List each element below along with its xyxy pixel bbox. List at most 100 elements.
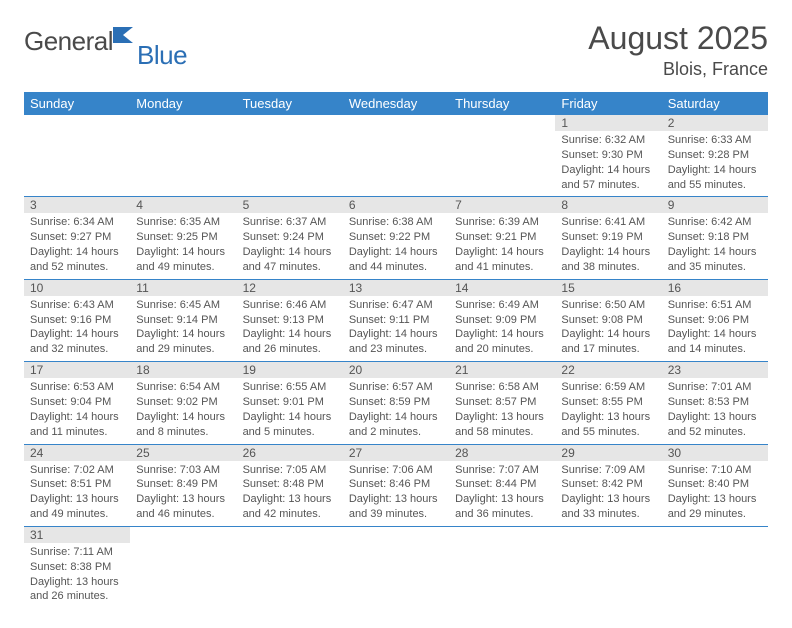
day-number: 25 [130, 445, 236, 461]
sunrise-text: Sunrise: 6:35 AM [136, 215, 230, 230]
sunrise-text: Sunrise: 6:42 AM [668, 215, 762, 230]
calendar-cell: 1 Sunrise: 6:32 AMSunset: 9:30 PMDaylight… [555, 115, 661, 197]
daylight-text: Daylight: 13 hours and 33 minutes. [561, 492, 655, 522]
day-number: 6 [343, 197, 449, 213]
calendar-row: 10Sunrise: 6:43 AMSunset: 9:16 PMDayligh… [24, 279, 768, 361]
sunset-text: Sunset: 8:44 PM [455, 477, 549, 492]
sunset-text: Sunset: 8:40 PM [668, 477, 762, 492]
day-number: 3 [24, 197, 130, 213]
day-content: Sunrise: 6:54 AMSunset: 9:02 PMDaylight:… [130, 378, 236, 443]
sunrise-text: Sunrise: 6:45 AM [136, 298, 230, 313]
calendar-cell: 25Sunrise: 7:03 AMSunset: 8:49 PMDayligh… [130, 444, 236, 526]
day-number: 31 [24, 527, 130, 543]
calendar-cell: 23Sunrise: 7:01 AMSunset: 8:53 PMDayligh… [662, 362, 768, 444]
day-number: 13 [343, 280, 449, 296]
sunrise-text: Sunrise: 6:38 AM [349, 215, 443, 230]
daylight-text: Daylight: 14 hours and 2 minutes. [349, 410, 443, 440]
day-content: Sunrise: 7:07 AMSunset: 8:44 PMDaylight:… [449, 461, 555, 526]
sunrise-text: Sunrise: 7:07 AM [455, 463, 549, 478]
daylight-text: Daylight: 14 hours and 14 minutes. [668, 327, 762, 357]
calendar-row: 1Sunrise: 6:32 AMSunset: 9:30 PMDaylight… [24, 115, 768, 197]
day-number: 5 [237, 197, 343, 213]
day-number: 14 [449, 280, 555, 296]
day-number: 10 [24, 280, 130, 296]
page: General Blue August 2025 Blois, France S… [0, 0, 792, 628]
calendar-cell: 19Sunrise: 6:55 AMSunset: 9:01 PMDayligh… [237, 362, 343, 444]
day-number: 4 [130, 197, 236, 213]
sunrise-text: Sunrise: 6:32 AM [561, 133, 655, 148]
calendar-cell: 20Sunrise: 6:57 AMSunset: 8:59 PMDayligh… [343, 362, 449, 444]
calendar-row: 17Sunrise: 6:53 AMSunset: 9:04 PMDayligh… [24, 362, 768, 444]
calendar-cell: 14Sunrise: 6:49 AMSunset: 9:09 PMDayligh… [449, 279, 555, 361]
calendar-cell: 2Sunrise: 6:33 AMSunset: 9:28 PMDaylight… [662, 115, 768, 197]
calendar-cell: 31 Sunrise: 7:11 AMSunset: 8:38 PMDayligh… [24, 526, 130, 608]
logo-text-blue: Blue [137, 40, 187, 71]
day-content: Sunrise: 6:46 AMSunset: 9:13 PMDaylight:… [237, 296, 343, 361]
sunset-text: Sunset: 9:27 PM [30, 230, 124, 245]
sunrise-text: Sunrise: 6:37 AM [243, 215, 337, 230]
sunrise-text: Sunrise: 6:49 AM [455, 298, 549, 313]
day-number: 1 [555, 115, 661, 131]
day-number: 15 [555, 280, 661, 296]
daylight-text: Daylight: 14 hours and 8 minutes. [136, 410, 230, 440]
sunrise-text: Sunrise: 6:57 AM [349, 380, 443, 395]
sunset-text: Sunset: 8:38 PM [30, 560, 124, 575]
day-content: Sunrise: 7:06 AMSunset: 8:46 PMDaylight:… [343, 461, 449, 526]
day-content: Sunrise: 6:58 AMSunset: 8:57 PMDaylight:… [449, 378, 555, 443]
day-content: Sunrise: 6:51 AMSunset: 9:06 PMDaylight:… [662, 296, 768, 361]
day-content: Sunrise: 6:45 AMSunset: 9:14 PMDaylight:… [130, 296, 236, 361]
calendar-cell [24, 115, 130, 197]
daylight-text: Daylight: 13 hours and 39 minutes. [349, 492, 443, 522]
day-number: 30 [662, 445, 768, 461]
day-content: Sunrise: 7:03 AMSunset: 8:49 PMDaylight:… [130, 461, 236, 526]
daylight-text: Daylight: 13 hours and 52 minutes. [668, 410, 762, 440]
sunset-text: Sunset: 9:30 PM [561, 148, 655, 163]
day-number: 11 [130, 280, 236, 296]
sunrise-text: Sunrise: 6:58 AM [455, 380, 549, 395]
sunset-text: Sunset: 9:28 PM [668, 148, 762, 163]
day-content: Sunrise: 6:50 AMSunset: 9:08 PMDaylight:… [555, 296, 661, 361]
daylight-text: Daylight: 14 hours and 57 minutes. [561, 163, 655, 193]
calendar-row: 31 Sunrise: 7:11 AMSunset: 8:38 PMDayligh… [24, 526, 768, 608]
sunset-text: Sunset: 9:18 PM [668, 230, 762, 245]
calendar-cell [449, 526, 555, 608]
day-number: 23 [662, 362, 768, 378]
daylight-text: Daylight: 13 hours and 36 minutes. [455, 492, 549, 522]
day-content: Sunrise: 6:59 AMSunset: 8:55 PMDaylight:… [555, 378, 661, 443]
day-number: 17 [24, 362, 130, 378]
sunrise-text: Sunrise: 6:33 AM [668, 133, 762, 148]
day-content: Sunrise: 6:47 AMSunset: 9:11 PMDaylight:… [343, 296, 449, 361]
sunset-text: Sunset: 9:21 PM [455, 230, 549, 245]
sunrise-text: Sunrise: 6:41 AM [561, 215, 655, 230]
calendar-row: 24Sunrise: 7:02 AMSunset: 8:51 PMDayligh… [24, 444, 768, 526]
sunset-text: Sunset: 9:08 PM [561, 313, 655, 328]
daylight-text: Daylight: 14 hours and 11 minutes. [30, 410, 124, 440]
logo-text-general: General [24, 26, 113, 57]
calendar-cell [130, 526, 236, 608]
daylight-text: Daylight: 13 hours and 26 minutes. [30, 575, 124, 605]
day-content: Sunrise: 7:02 AMSunset: 8:51 PMDaylight:… [24, 461, 130, 526]
calendar-cell: 4Sunrise: 6:35 AMSunset: 9:25 PMDaylight… [130, 197, 236, 279]
calendar-cell: 3Sunrise: 6:34 AMSunset: 9:27 PMDaylight… [24, 197, 130, 279]
calendar-cell: 12Sunrise: 6:46 AMSunset: 9:13 PMDayligh… [237, 279, 343, 361]
sunrise-text: Sunrise: 6:59 AM [561, 380, 655, 395]
sunset-text: Sunset: 9:01 PM [243, 395, 337, 410]
sunrise-text: Sunrise: 6:39 AM [455, 215, 549, 230]
daylight-text: Daylight: 13 hours and 55 minutes. [561, 410, 655, 440]
sunrise-text: Sunrise: 6:55 AM [243, 380, 337, 395]
daylight-text: Daylight: 14 hours and 52 minutes. [30, 245, 124, 275]
day-content: Sunrise: 7:10 AMSunset: 8:40 PMDaylight:… [662, 461, 768, 526]
day-number: 12 [237, 280, 343, 296]
sunset-text: Sunset: 8:46 PM [349, 477, 443, 492]
calendar-cell: 30Sunrise: 7:10 AMSunset: 8:40 PMDayligh… [662, 444, 768, 526]
sunset-text: Sunset: 9:25 PM [136, 230, 230, 245]
calendar-cell: 28Sunrise: 7:07 AMSunset: 8:44 PMDayligh… [449, 444, 555, 526]
sunset-text: Sunset: 9:22 PM [349, 230, 443, 245]
calendar-cell [449, 115, 555, 197]
daylight-text: Daylight: 14 hours and 55 minutes. [668, 163, 762, 193]
day-content: Sunrise: 6:41 AMSunset: 9:19 PMDaylight:… [555, 213, 661, 278]
sunset-text: Sunset: 9:13 PM [243, 313, 337, 328]
sunset-text: Sunset: 9:24 PM [243, 230, 337, 245]
sunrise-text: Sunrise: 7:11 AM [30, 545, 124, 560]
day-content: Sunrise: 6:34 AMSunset: 9:27 PMDaylight:… [24, 213, 130, 278]
